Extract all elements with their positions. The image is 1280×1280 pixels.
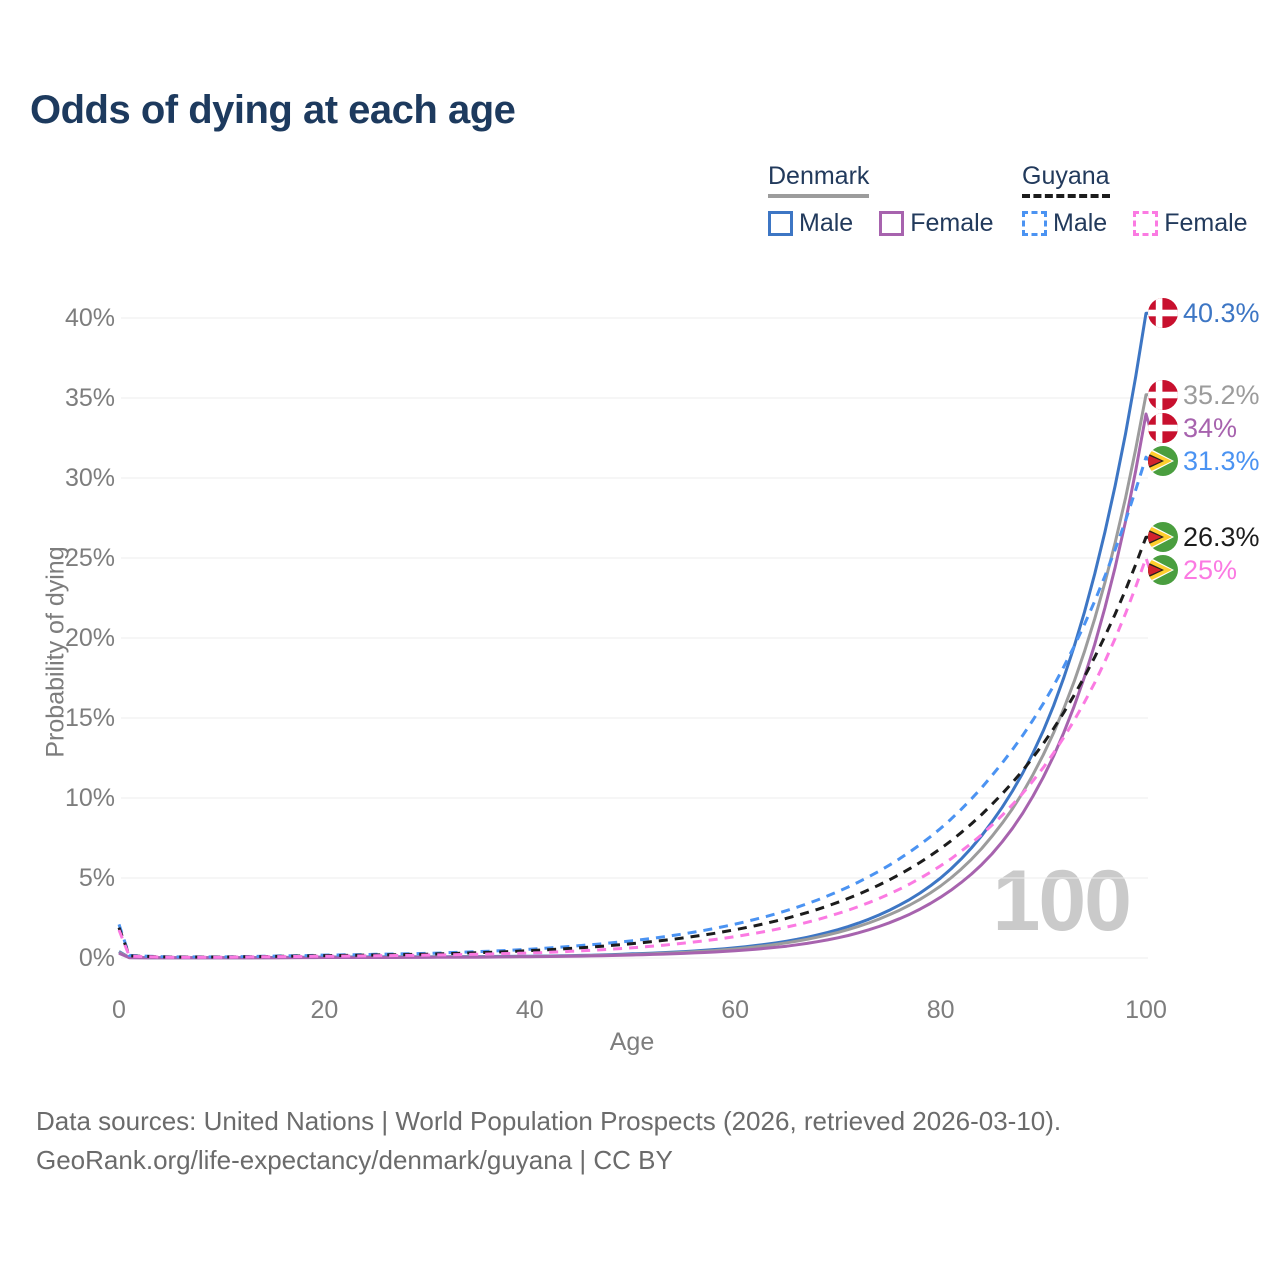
end-label-denmark-male: 40.3%: [1148, 298, 1260, 329]
source-line-2: GeoRank.org/life-expectancy/denmark/guya…: [36, 1145, 673, 1175]
x-tick-label: 60: [721, 996, 750, 1024]
y-tick-label: 30%: [64, 464, 115, 492]
end-label-guyana-male: 31.3%: [1148, 445, 1260, 476]
legend-label-denmark-male: Male: [799, 209, 854, 237]
series-line-guyana-all: [117, 535, 1155, 959]
x-axis-title: Age: [609, 1028, 655, 1056]
legend-label-guyana-female: Female: [1164, 209, 1248, 237]
series-line-guyana-female: [117, 556, 1155, 959]
y-tick-label: 10%: [64, 784, 115, 812]
y-tick-label: 20%: [64, 624, 115, 652]
end-label-value: 34%: [1183, 412, 1238, 443]
source-attribution: Data sources: United Nations | World Pop…: [36, 1102, 1061, 1180]
legend-group-denmark: Denmark Male Female: [768, 162, 994, 238]
legend-items-guyana: Male Female: [1022, 209, 1248, 238]
legend-item-denmark-male[interactable]: Male: [768, 209, 853, 238]
x-tick-label: 80: [926, 996, 955, 1024]
guyana-flag-icon: [1148, 522, 1178, 553]
legend-country-denmark[interactable]: Denmark: [768, 162, 870, 198]
x-tick-label: 0: [112, 996, 126, 1024]
guyana-female-swatch-icon: [1133, 211, 1159, 236]
y-tick-label: 40%: [64, 304, 115, 332]
guyana-male-swatch-icon: [1022, 211, 1047, 236]
y-tick-label: 35%: [64, 384, 115, 412]
denmark-flag-icon: [1148, 298, 1178, 329]
denmark-female-swatch-icon: [879, 211, 905, 236]
legend-label-guyana-male: Male: [1053, 209, 1108, 237]
end-label-value: 26.3%: [1183, 522, 1260, 553]
end-label-value: 25%: [1183, 555, 1238, 586]
legend-label-denmark-female: Female: [910, 209, 994, 237]
y-tick-label: 0%: [78, 944, 115, 972]
guyana-flag-icon: [1148, 555, 1178, 586]
y-tick-label: 25%: [64, 544, 115, 572]
end-label-denmark-all: 35.2%: [1148, 379, 1260, 410]
source-line-1: Data sources: United Nations | World Pop…: [36, 1106, 1062, 1136]
denmark-male-swatch-icon: [768, 211, 793, 236]
end-label-value: 31.3%: [1183, 445, 1260, 476]
legend-item-denmark-female[interactable]: Female: [879, 209, 994, 238]
legend-group-guyana: Guyana Male Female: [1022, 162, 1248, 238]
legend-country-guyana[interactable]: Guyana: [1022, 162, 1110, 198]
y-tick-label: 5%: [78, 864, 115, 892]
denmark-flag-icon: [1148, 412, 1178, 443]
legend-item-guyana-male[interactable]: Male: [1022, 209, 1107, 238]
end-label-denmark-female: 34%: [1148, 412, 1238, 443]
series-line-denmark-male: [118, 311, 1155, 960]
end-label-guyana-all: 26.3%: [1148, 522, 1260, 553]
end-label-value: 35.2%: [1183, 379, 1260, 410]
end-label-value: 40.3%: [1183, 298, 1260, 329]
series-line-denmark-female: [118, 412, 1155, 960]
x-tick-label: 40: [515, 996, 544, 1024]
x-tick-label: 100: [1125, 996, 1167, 1024]
x-tick-label: 20: [310, 996, 339, 1024]
series-line-guyana-male: [117, 455, 1155, 959]
series-line-denmark-all: [118, 393, 1155, 960]
chart-title: Odds of dying at each age: [30, 88, 516, 132]
legend-items-denmark: Male Female: [768, 209, 994, 238]
end-label-guyana-female: 25%: [1148, 555, 1238, 586]
legend-item-guyana-female[interactable]: Female: [1133, 209, 1248, 238]
denmark-flag-icon: [1148, 379, 1178, 410]
y-tick-label: 15%: [64, 704, 115, 732]
guyana-flag-icon: [1148, 445, 1178, 476]
age-watermark: 100: [992, 853, 1132, 949]
